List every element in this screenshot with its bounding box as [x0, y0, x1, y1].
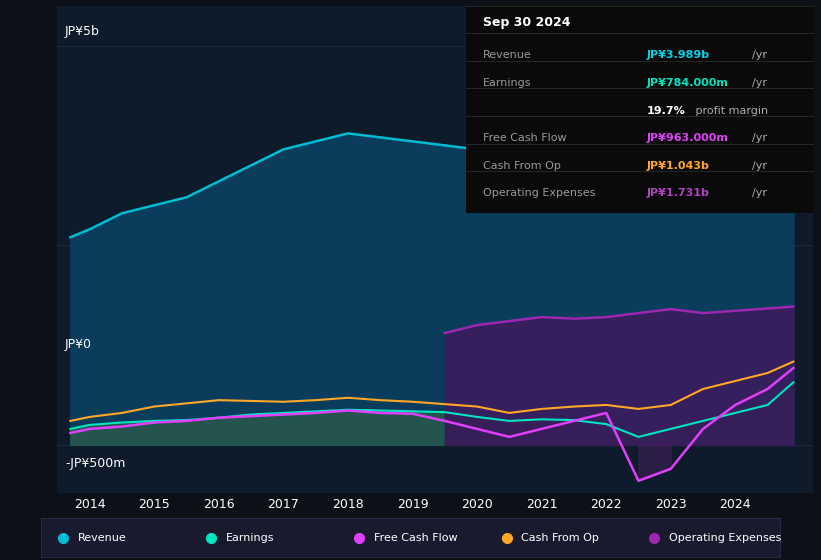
Text: Operating Expenses: Operating Expenses [669, 533, 782, 543]
Text: Cash From Op: Cash From Op [521, 533, 599, 543]
Text: /yr: /yr [752, 78, 767, 88]
Text: JP¥784.000m: JP¥784.000m [647, 78, 729, 88]
Text: Earnings: Earnings [483, 78, 531, 88]
Text: /yr: /yr [752, 50, 767, 60]
Text: profit margin: profit margin [692, 106, 768, 115]
Text: /yr: /yr [752, 133, 767, 143]
Text: JP¥3.989b: JP¥3.989b [647, 50, 710, 60]
Text: Cash From Op: Cash From Op [483, 161, 561, 171]
Text: Earnings: Earnings [226, 533, 274, 543]
Text: /yr: /yr [752, 161, 767, 171]
Text: Revenue: Revenue [483, 50, 532, 60]
Text: Revenue: Revenue [78, 533, 126, 543]
Text: /yr: /yr [752, 189, 767, 198]
Text: -JP¥500m: -JP¥500m [65, 457, 126, 470]
Text: JP¥1.731b: JP¥1.731b [647, 189, 710, 198]
Text: Free Cash Flow: Free Cash Flow [483, 133, 566, 143]
Text: JP¥963.000m: JP¥963.000m [647, 133, 729, 143]
Text: Free Cash Flow: Free Cash Flow [374, 533, 457, 543]
Text: JP¥0: JP¥0 [65, 338, 92, 351]
Text: Operating Expenses: Operating Expenses [483, 189, 595, 198]
Text: 19.7%: 19.7% [647, 106, 686, 115]
Text: JP¥1.043b: JP¥1.043b [647, 161, 710, 171]
Text: Sep 30 2024: Sep 30 2024 [483, 16, 571, 29]
Text: JP¥5b: JP¥5b [65, 25, 100, 38]
